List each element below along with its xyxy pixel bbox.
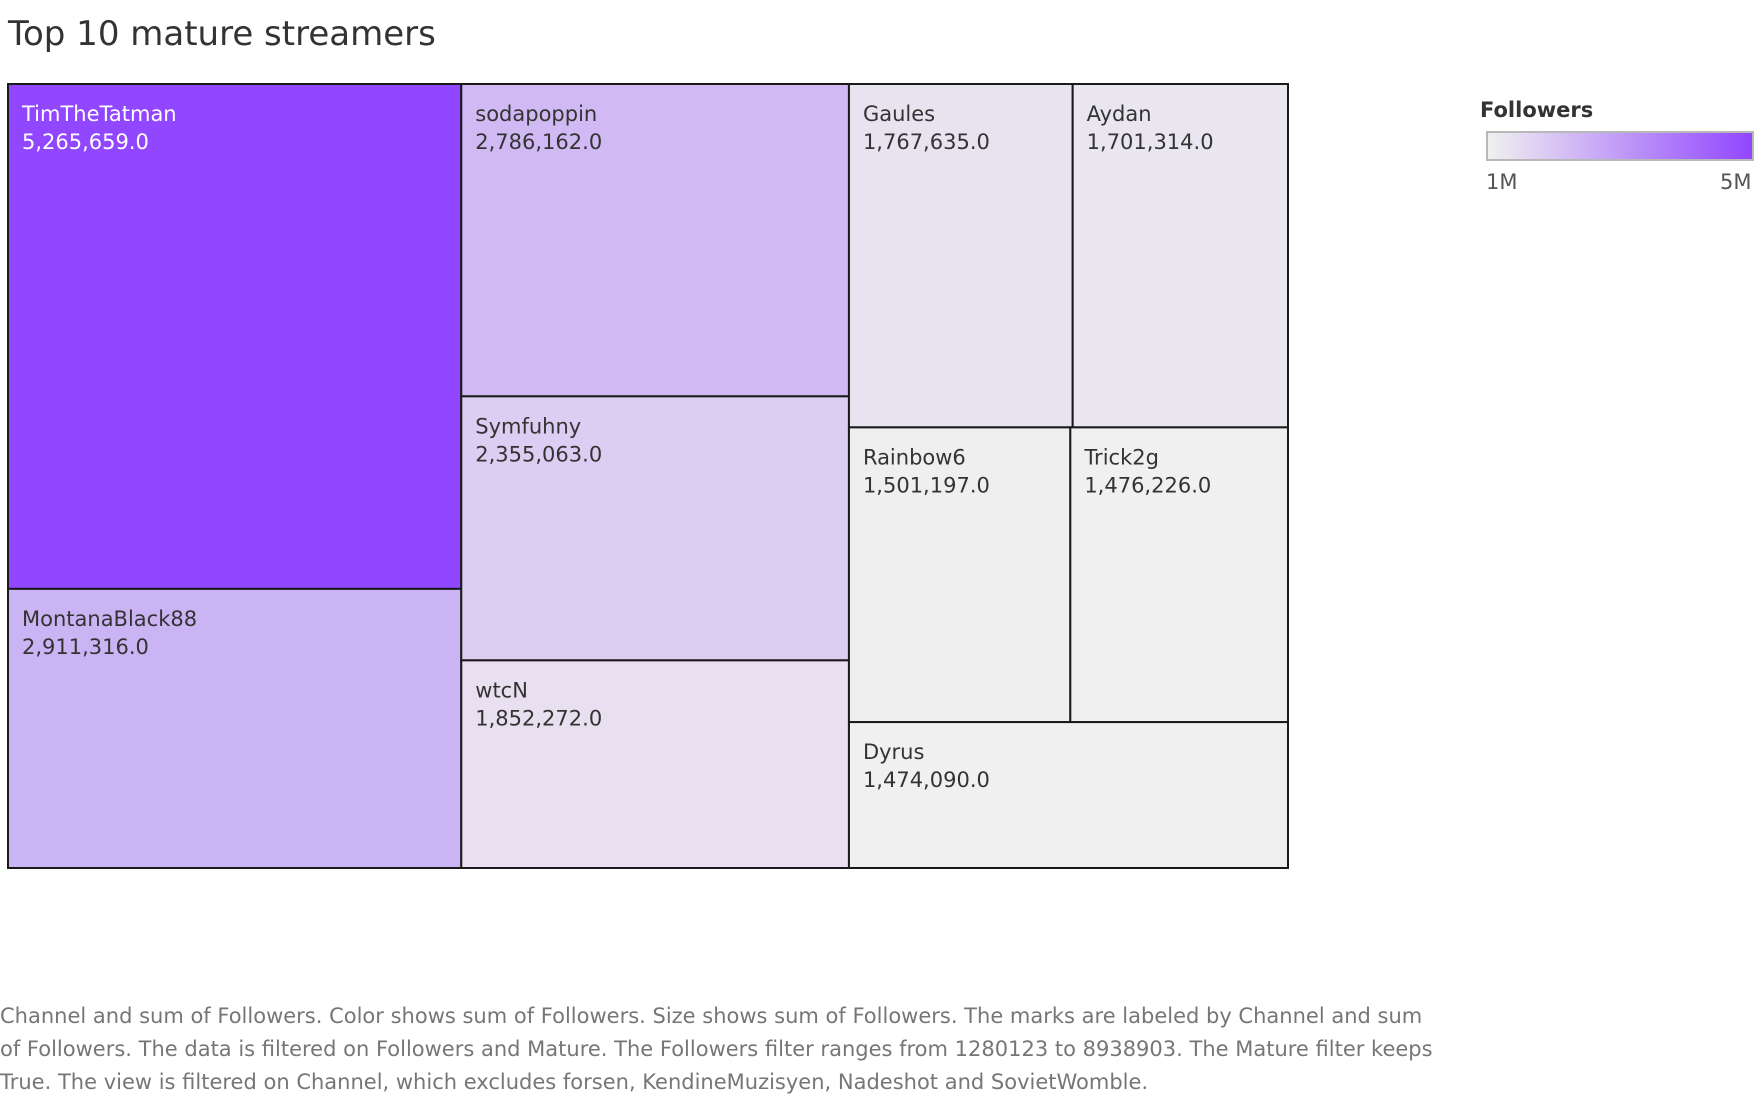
treemap-tile-aydan[interactable]: Aydan 1,701,314.0 xyxy=(1071,83,1290,429)
treemap-value-timthetatman: 5,265,659.0 xyxy=(22,130,149,154)
legend-title: Followers xyxy=(1480,98,1594,122)
treemap-value-dyrus: 1,474,090.0 xyxy=(863,768,990,792)
treemap-value-sodapoppin: 2,786,162.0 xyxy=(475,130,602,154)
legend-color-bar xyxy=(1486,131,1754,161)
treemap-rect-sodapoppin[interactable] xyxy=(460,83,850,398)
treemap-value-aydan: 1,701,314.0 xyxy=(1087,130,1214,154)
treemap-tile-trick2g[interactable]: Trick2g 1,476,226.0 xyxy=(1069,426,1289,724)
treemap-tile-dyrus[interactable]: Dyrus 1,474,090.0 xyxy=(847,721,1289,870)
treemap-tile-montanablack88[interactable]: MontanaBlack88 2,911,316.0 xyxy=(7,587,463,870)
treemap-tile-wtcn[interactable]: wtcN 1,852,272.0 xyxy=(460,659,850,870)
legend-min-label: 1M xyxy=(1486,170,1518,194)
treemap-value-symfuhny: 2,355,063.0 xyxy=(475,442,602,466)
treemap-rect-timthetatman[interactable] xyxy=(7,83,463,590)
treemap-label-wtcn: wtcN xyxy=(475,678,528,702)
treemap-label-montanablack88: MontanaBlack88 xyxy=(22,607,197,631)
treemap-value-trick2g: 1,476,226.0 xyxy=(1084,473,1211,497)
treemap-value-montanablack88: 2,911,316.0 xyxy=(22,635,149,659)
treemap-tile-sodapoppin[interactable]: sodapoppin 2,786,162.0 xyxy=(460,83,850,398)
chart-title: Top 10 mature streamers xyxy=(8,14,436,54)
treemap-rect-symfuhny[interactable] xyxy=(460,395,850,662)
treemap-rect-trick2g[interactable] xyxy=(1069,426,1289,724)
legend-max-label: 5M xyxy=(1720,170,1752,194)
treemap-tile-gaules[interactable]: Gaules 1,767,635.0 xyxy=(847,83,1074,429)
chart-caption: Channel and sum of Followers. Color show… xyxy=(0,1004,1433,1094)
treemap-label-rainbow6: Rainbow6 xyxy=(863,445,966,469)
treemap-rect-rainbow6[interactable] xyxy=(847,426,1072,724)
treemap-label-gaules: Gaules xyxy=(863,102,935,126)
treemap-value-rainbow6: 1,501,197.0 xyxy=(863,473,990,497)
treemap-rect-montanablack88[interactable] xyxy=(7,587,463,870)
treemap-label-dyrus: Dyrus xyxy=(863,740,924,764)
treemap-label-trick2g: Trick2g xyxy=(1083,445,1159,469)
treemap-tile-symfuhny[interactable]: Symfuhny 2,355,063.0 xyxy=(460,395,850,662)
treemap-tile-timthetatman[interactable]: TimTheTatman 5,265,659.0 xyxy=(7,83,463,590)
treemap-value-gaules: 1,767,635.0 xyxy=(863,130,990,154)
treemap-label-aydan: Aydan xyxy=(1087,102,1152,126)
treemap-tile-rainbow6[interactable]: Rainbow6 1,501,197.0 xyxy=(847,426,1072,724)
treemap-label-symfuhny: Symfuhny xyxy=(475,414,581,438)
treemap-value-wtcn: 1,852,272.0 xyxy=(475,706,602,730)
treemap-rect-wtcn[interactable] xyxy=(460,659,850,870)
treemap-label-sodapoppin: sodapoppin xyxy=(475,102,597,126)
treemap-label-timthetatman: TimTheTatman xyxy=(21,102,177,126)
treemap-rect-dyrus[interactable] xyxy=(847,721,1289,870)
